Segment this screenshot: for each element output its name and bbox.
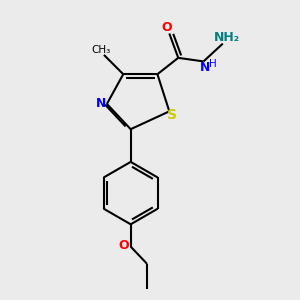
- Text: NH₂: NH₂: [214, 31, 240, 44]
- Text: O: O: [118, 238, 129, 252]
- Text: H: H: [208, 59, 216, 69]
- Text: S: S: [167, 108, 177, 122]
- Text: N: N: [200, 61, 210, 74]
- Text: O: O: [162, 21, 172, 34]
- Text: CH₃: CH₃: [91, 44, 111, 55]
- Text: N: N: [96, 98, 106, 110]
